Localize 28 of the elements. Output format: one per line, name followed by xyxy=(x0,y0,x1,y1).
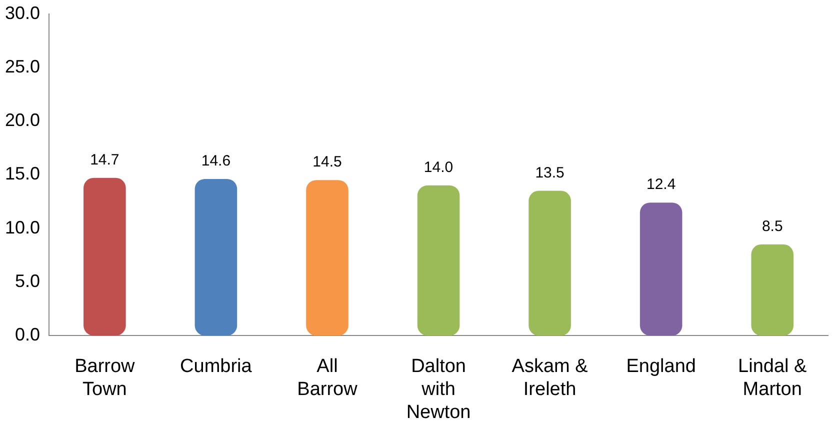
y-tick-label: 30.0 xyxy=(4,2,40,23)
data-label: 14.6 xyxy=(201,152,231,170)
x-tick-label: England xyxy=(626,356,696,378)
bar xyxy=(194,178,238,336)
y-tick-label: 0.0 xyxy=(15,324,40,345)
data-label: 14.0 xyxy=(424,159,454,176)
y-tick-label: 20.0 xyxy=(4,110,40,130)
y-tick-label: 15.0 xyxy=(4,164,40,184)
data-label: 8.5 xyxy=(762,218,783,236)
bar xyxy=(528,190,571,336)
y-tick-label: 5.0 xyxy=(15,270,40,291)
x-tick-label: Cumbria xyxy=(180,356,252,378)
bar xyxy=(84,178,126,336)
bar xyxy=(417,185,460,336)
x-tick-label: Barrow Town xyxy=(74,356,136,400)
data-label: 14.5 xyxy=(312,154,342,171)
data-label: 12.4 xyxy=(646,176,676,194)
data-label: 14.7 xyxy=(90,152,120,169)
data-label: 13.5 xyxy=(535,164,564,182)
bar xyxy=(640,202,682,336)
x-tick-label: All Barrow xyxy=(297,356,358,400)
x-tick-label: Dalton with Newton xyxy=(406,356,471,423)
bar xyxy=(306,180,348,336)
x-tick-label: Askam & Ireleth xyxy=(512,356,588,400)
y-tick-label: 10.0 xyxy=(4,217,40,238)
x-tick-label: Lindal & Marton xyxy=(738,356,808,400)
y-tick-label: 25.0 xyxy=(4,56,40,76)
bar xyxy=(751,244,794,336)
